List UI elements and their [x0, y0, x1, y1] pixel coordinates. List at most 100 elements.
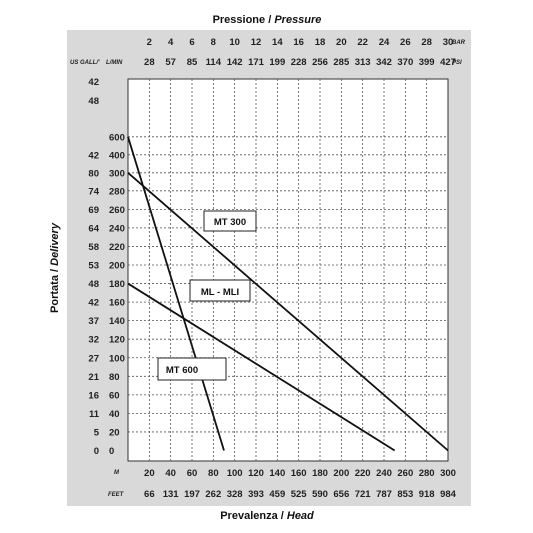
x-tick-label-m: 220 — [355, 468, 371, 479]
x-tick-label-m: 120 — [248, 468, 264, 479]
y-tick-label-lmin: 0 — [109, 446, 114, 457]
y-tick-label-lmin: 20 — [109, 427, 120, 438]
unit-psi: PSI — [452, 60, 462, 66]
x-tick-label-feet: 262 — [205, 489, 221, 500]
x-tick-label-m: 240 — [376, 468, 392, 479]
x-tick-label-feet: 984 — [440, 489, 457, 500]
x-tick-label-psi: 85 — [187, 57, 198, 68]
x-tick-label-psi: 199 — [269, 57, 285, 68]
y-tick-label-usgal: 53 — [88, 261, 99, 272]
y-tick-label-lmin: 220 — [109, 242, 125, 253]
label-ml-mli-text: ML - MLI — [201, 287, 239, 298]
label-mt-600-box — [157, 357, 227, 381]
x-tick-label-bar: 24 — [379, 37, 390, 48]
label-ml-mli-box — [189, 279, 251, 302]
series-line — [127, 172, 449, 452]
y-tick-label-lmin: 120 — [109, 335, 125, 346]
x-tick-label-m: 40 — [165, 468, 176, 479]
bottom-axis-title-italic: Head — [287, 510, 314, 522]
x-tick-label-bar: 4 — [168, 37, 174, 48]
bottom-axis-title-main: Prevalenza / — [220, 510, 287, 522]
x-tick-label-feet: 197 — [184, 489, 200, 500]
top-axis-title: Pressione / Pressure — [213, 14, 322, 26]
x-tick-label-bar: 20 — [336, 37, 347, 48]
x-tick-label-m: 160 — [291, 468, 307, 479]
x-tick-label-m: 80 — [208, 468, 219, 479]
unit-m: M — [114, 470, 120, 476]
label-mt-600: MT 600 — [157, 357, 227, 381]
x-tick-label-feet: 787 — [376, 489, 392, 500]
x-tick-label-psi: 256 — [312, 57, 328, 68]
y-tick-label-lmin: 600 — [109, 132, 125, 143]
left-axis-title: Portata / Delivery — [49, 222, 61, 313]
y-tick-label-usgal: 80 — [88, 168, 99, 179]
x-tick-label-feet: 656 — [333, 489, 349, 500]
x-tick-label-feet: 590 — [312, 489, 328, 500]
x-tick-label-bar: 12 — [251, 37, 262, 48]
label-mt-300: MT 300 — [203, 210, 257, 232]
unit-us-gal: US GALL/' — [70, 60, 100, 66]
y-tick-label-usgal: 32 — [88, 335, 99, 346]
x-tick-label-bar: 30 — [443, 37, 454, 48]
label-mt-600-text: MT 600 — [166, 365, 198, 376]
unit-feet: FEET — [108, 492, 125, 498]
y-tick-label-lmin: 300 — [109, 168, 125, 179]
plot-area — [127, 78, 449, 462]
unit-bar: BAR — [452, 40, 466, 46]
y-tick-label-usgal: 11 — [89, 409, 100, 420]
y-tick-label-lmin: 140 — [109, 316, 125, 327]
series-line — [127, 282, 396, 452]
y-tick-label-lmin: 280 — [109, 186, 125, 197]
x-tick-label-feet: 721 — [355, 489, 372, 500]
top-axis-title-italic: Pressure — [274, 14, 321, 26]
y-tick-label-usgal: 0 — [94, 446, 99, 457]
x-tick-label-m: 300 — [440, 468, 456, 479]
y-tick-label-lmin: 60 — [109, 390, 120, 401]
y-tick-label-usgal: 48 — [88, 279, 99, 290]
y-tick-label-usgal: 42 — [88, 150, 99, 161]
x-tick-label-m: 280 — [419, 468, 435, 479]
y-tick-label-usgal: 42 — [88, 77, 99, 88]
y-tick-label-usgal: 58 — [88, 242, 99, 253]
y-tick-label-usgal: 5 — [94, 427, 100, 438]
x-tick-label-m: 200 — [333, 468, 349, 479]
x-tick-label-m: 180 — [312, 468, 328, 479]
x-tick-label-m: 260 — [397, 468, 413, 479]
x-tick-label-feet: 66 — [144, 489, 155, 500]
x-tick-label-feet: 131 — [163, 489, 180, 500]
x-tick-label-bar: 14 — [272, 37, 283, 48]
x-tick-label-psi: 142 — [227, 57, 243, 68]
x-tick-label-bar: 10 — [229, 37, 240, 48]
x-tick-label-bar: 16 — [293, 37, 304, 48]
tick-labels: 20 40 60 80 100 120 140 160 180 200 220 240 260 280 30… — [88, 37, 456, 500]
x-tick-label-feet: 393 — [248, 489, 264, 500]
y-tick-label-lmin: 160 — [109, 298, 125, 309]
y-tick-label-usgal: 21 — [88, 372, 99, 383]
x-tick-label-psi: 28 — [144, 57, 155, 68]
x-tick-label-feet: 459 — [269, 489, 285, 500]
bottom-axis-title: Prevalenza / Head — [220, 510, 314, 522]
y-tick-label-usgal: 48 — [88, 96, 99, 107]
x-tick-label-m: 60 — [187, 468, 198, 479]
x-tick-label-m: 140 — [269, 468, 285, 479]
left-axis-title-main: Portata / — [49, 266, 61, 313]
x-tick-label-m: 20 — [144, 468, 155, 479]
unit-l-min: L/MIN — [106, 60, 123, 66]
y-tick-label-lmin: 400 — [109, 150, 125, 161]
series-lines — [127, 136, 449, 452]
x-tick-label-psi: 114 — [206, 57, 222, 68]
series-line — [127, 136, 225, 451]
y-tick-label-usgal: 42 — [88, 298, 99, 309]
y-tick-label-lmin: 260 — [109, 205, 125, 216]
y-tick-label-lmin: 80 — [109, 372, 120, 383]
y-tick-label-usgal: 16 — [88, 390, 99, 401]
x-tick-label-feet: 918 — [419, 489, 435, 500]
x-tick-label-psi: 57 — [165, 57, 176, 68]
x-tick-label-psi: 228 — [291, 57, 307, 68]
y-tick-label-usgal: 74 — [88, 186, 99, 197]
x-tick-label-bar: 22 — [357, 37, 368, 48]
x-tick-label-psi: 399 — [419, 57, 435, 68]
y-tick-label-usgal: 69 — [88, 205, 99, 216]
x-tick-label-feet: 853 — [397, 489, 413, 500]
